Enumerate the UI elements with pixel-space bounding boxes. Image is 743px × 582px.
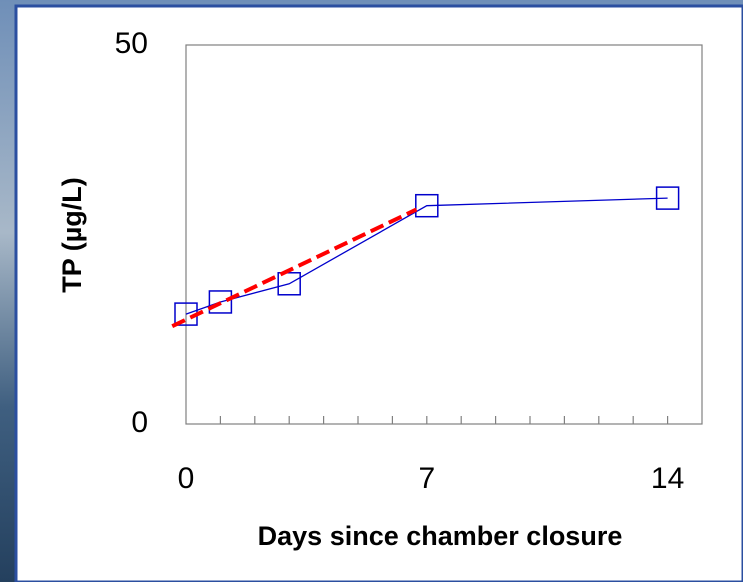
y-axis-title: TP (µg/L): [57, 177, 87, 293]
y-tick-label: 50: [115, 27, 148, 60]
chart: Days since chamber closure TP (µg/L) 0 50…: [0, 0, 743, 582]
marker: [416, 195, 438, 217]
marker: [657, 187, 679, 209]
x-axis-title: Days since chamber closure: [258, 521, 623, 551]
x-tick-label: 0: [178, 462, 195, 495]
page: Days since chamber closure TP (µg/L) 0 50…: [0, 0, 743, 582]
x-tick-label: 14: [651, 462, 684, 495]
y-tick-label: 0: [131, 406, 148, 439]
x-tick-label: 7: [418, 462, 435, 495]
panel: [16, 6, 743, 582]
